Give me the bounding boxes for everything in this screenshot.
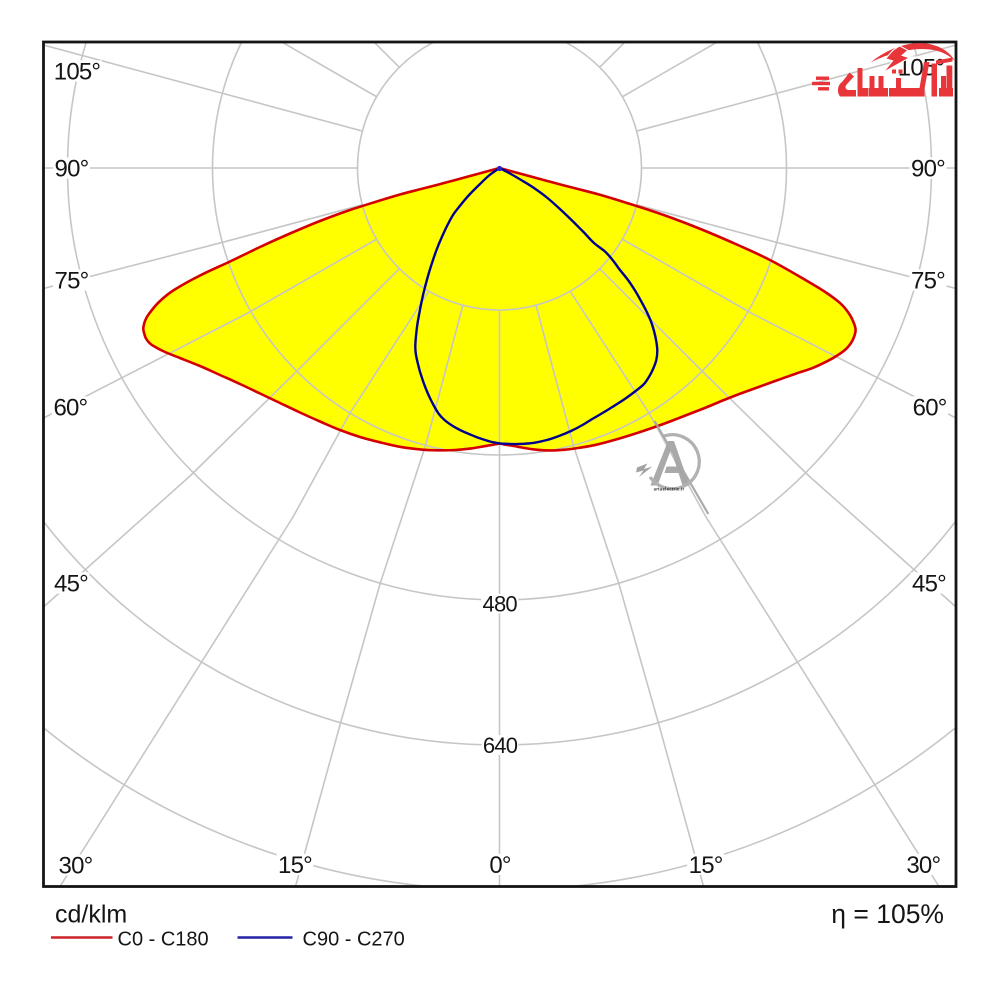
svg-text:75°: 75° [55,268,89,295]
svg-text:C0 - C180: C0 - C180 [118,929,209,951]
svg-text:η = 105%: η = 105% [831,899,944,929]
svg-text:45°: 45° [912,571,946,598]
svg-text:105°: 105° [54,59,101,86]
svg-text:15°: 15° [278,852,312,879]
svg-text:cd/klm: cd/klm [55,901,127,929]
svg-text:90°: 90° [911,156,945,183]
svg-text:0°: 0° [489,852,511,879]
svg-text:480: 480 [483,592,518,617]
svg-text:C90 - C270: C90 - C270 [303,929,405,951]
svg-text:60°: 60° [913,395,947,422]
svg-text:artaelectric.ir: artaelectric.ir [654,487,685,492]
svg-text:60°: 60° [53,395,87,422]
svg-text:30°: 30° [906,852,940,879]
svg-text:15°: 15° [689,852,723,879]
svg-text:30°: 30° [59,853,93,880]
svg-text:90°: 90° [55,156,89,183]
svg-text:75°: 75° [911,268,945,295]
svg-text:45°: 45° [54,571,88,598]
svg-text:640: 640 [483,733,518,758]
